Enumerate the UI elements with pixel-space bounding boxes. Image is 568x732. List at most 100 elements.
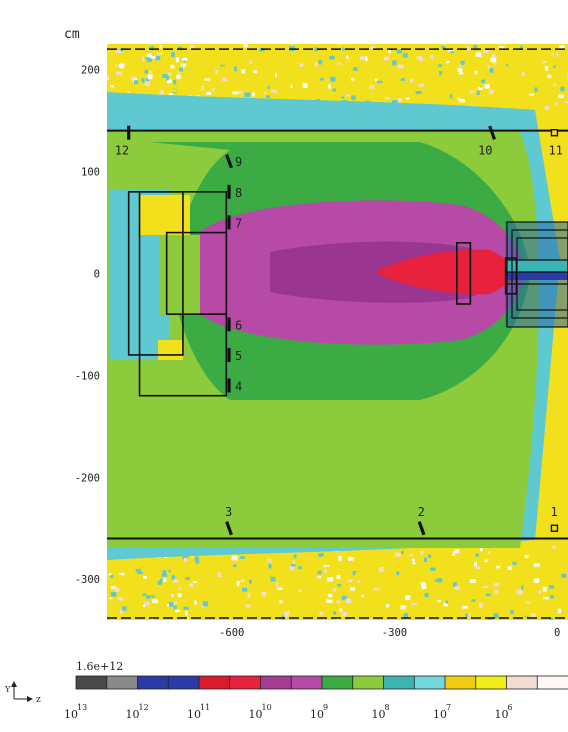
speckle [298, 589, 302, 593]
y-tick-label: 200 [81, 64, 100, 76]
speckle [202, 601, 209, 607]
speckle [424, 557, 427, 562]
speckle [341, 612, 348, 617]
speckle [437, 577, 442, 580]
speckle [450, 51, 454, 54]
speckle [316, 98, 320, 101]
speckle [452, 551, 455, 556]
speckle [157, 580, 162, 585]
speckle [177, 71, 180, 74]
speckle [107, 76, 110, 80]
speckle [284, 612, 289, 617]
speckle [224, 48, 230, 53]
speckle [377, 80, 383, 83]
speckle [336, 600, 341, 604]
speckle [459, 99, 465, 103]
speckle [526, 601, 531, 604]
colorbar-tick-base: 10 [249, 708, 263, 721]
speckle [162, 570, 167, 575]
speckle [268, 564, 272, 569]
speckle [547, 74, 552, 78]
speckle [185, 577, 190, 580]
speckle [168, 569, 171, 573]
speckle [457, 97, 461, 101]
detector-marker-1 [550, 524, 559, 532]
speckle [200, 577, 206, 582]
speckle [160, 578, 163, 583]
speckle [185, 562, 191, 565]
speckle [146, 53, 152, 58]
speckle [369, 618, 373, 620]
speckle [353, 67, 358, 71]
speckle [328, 560, 331, 565]
speckle [493, 583, 500, 587]
y-tick-label: 0 [94, 268, 100, 280]
speckle [350, 619, 354, 620]
speckle [476, 90, 480, 96]
speckle [437, 599, 441, 603]
speckle [368, 555, 373, 561]
speckle [277, 587, 283, 590]
speckle [356, 603, 360, 607]
speckle [284, 606, 290, 609]
speckle [421, 619, 425, 620]
speckle [109, 597, 113, 600]
speckle [142, 593, 147, 596]
speckle [235, 44, 240, 48]
speckle [166, 75, 169, 81]
speckle [553, 65, 556, 68]
speckle [454, 549, 460, 554]
speckle [171, 575, 176, 580]
colorbar-swatch [536, 675, 568, 690]
detector-marker-4 [227, 378, 231, 393]
speckle [420, 582, 426, 586]
detector-label-1: 1 [550, 505, 557, 519]
axis-glyph-y: Y [4, 685, 11, 694]
x-axis-ticks: -600 -300 0 [219, 627, 560, 639]
speckle [471, 599, 476, 602]
speckle [252, 92, 255, 97]
speckle [115, 50, 121, 54]
detector-marker-3 [225, 521, 233, 536]
colorbar-swatch [167, 675, 200, 690]
speckle [110, 586, 116, 590]
speckle [418, 83, 424, 87]
speckle [153, 603, 158, 606]
colorbar-tick-base: 10 [372, 708, 386, 721]
axis-orientation-glyph: Y z [4, 681, 41, 705]
speckle [459, 72, 464, 75]
speckle [233, 564, 237, 568]
speckle [469, 579, 476, 583]
speckle [560, 86, 565, 92]
colorbar-swatch [75, 675, 108, 690]
speckle [143, 602, 150, 606]
speckle [488, 61, 493, 65]
speckle [345, 549, 352, 553]
speckle [482, 585, 489, 588]
colorbar-swatch [413, 675, 446, 690]
unit-label: cm [64, 27, 80, 42]
speckle [309, 81, 316, 86]
speckle [167, 72, 172, 76]
speckle [110, 574, 114, 578]
speckle [534, 87, 538, 92]
speckle [222, 77, 227, 81]
speckle [430, 567, 436, 571]
speckle [491, 53, 496, 58]
speckle [119, 609, 123, 614]
speckle [453, 582, 457, 587]
speckle [112, 605, 115, 608]
speckle [176, 50, 180, 55]
speckle [141, 78, 145, 83]
speckle [493, 613, 499, 619]
speckle [334, 63, 339, 66]
speckle [502, 606, 507, 612]
speckle [378, 63, 382, 68]
speckle [478, 86, 483, 90]
speckle [166, 79, 172, 84]
speckle [466, 46, 470, 51]
speckle [326, 599, 333, 603]
speckle [457, 68, 463, 72]
speckle [489, 89, 494, 94]
